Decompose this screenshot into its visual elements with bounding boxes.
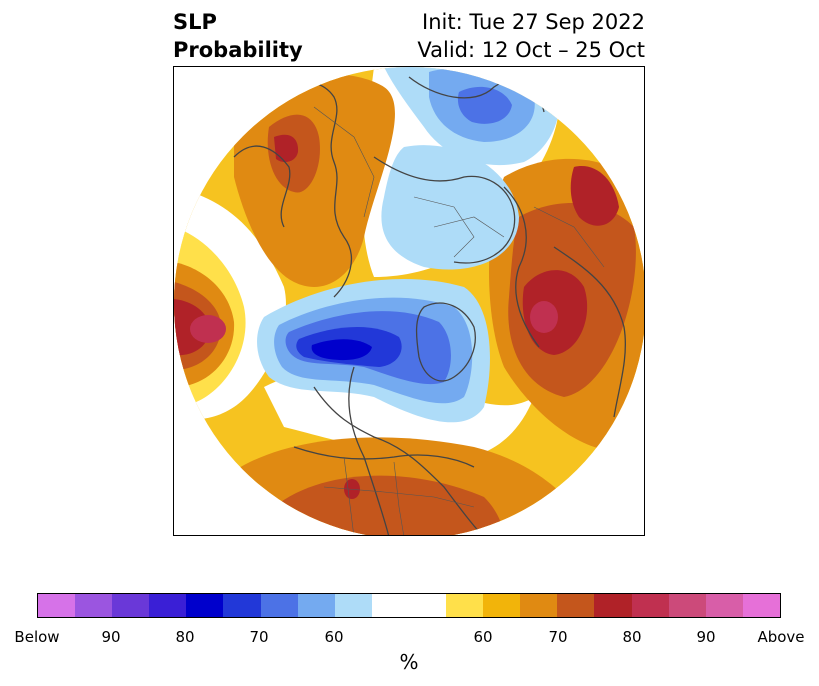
init-date: Init: Tue 27 Sep 2022 [422, 10, 645, 34]
colorbar-segment [446, 594, 484, 617]
colorbar-unit-label: % [399, 650, 419, 674]
colorbar-segment [520, 594, 558, 617]
border-line [393, 461, 405, 535]
coastline [313, 386, 485, 535]
colorbar [37, 593, 781, 618]
coastline [283, 81, 353, 298]
colorbar-tick-label: 80 [175, 628, 195, 646]
coastline [348, 366, 390, 535]
colorbar-tick-label: 60 [324, 628, 344, 646]
colorbar-segment [371, 594, 447, 617]
colorbar-segment [483, 594, 521, 617]
cold-anomaly-pacific [311, 339, 372, 361]
colorbar-segment [334, 594, 372, 617]
colorbar-segment [594, 594, 632, 617]
border-line [323, 486, 475, 508]
colorbar-segment [297, 594, 335, 617]
border-line [413, 196, 475, 258]
coastline [373, 156, 516, 264]
colorbar-tick-label: 70 [548, 628, 568, 646]
probability-map-svg [174, 67, 644, 535]
title-variable: SLP [173, 10, 217, 34]
colorbar-segment [38, 594, 76, 617]
coastline [415, 302, 476, 382]
colorbar-segment [260, 594, 298, 617]
colorbar-segment [149, 594, 187, 617]
polar-map [173, 66, 645, 536]
colorbar-segment [631, 594, 669, 617]
title-product: Probability [173, 38, 303, 62]
colorbar-segment [705, 594, 743, 617]
border-line [313, 106, 375, 218]
colorbar-segment [557, 594, 595, 617]
colorbar-tick-label: Below [14, 628, 60, 646]
chart-title: SLP Probability [173, 8, 303, 64]
border-line [343, 456, 355, 535]
colorbar-segment [742, 594, 780, 617]
coastline [503, 186, 540, 348]
forecast-dates: Init: Tue 27 Sep 2022 Valid: 12 Oct – 25… [417, 8, 645, 64]
cold-anomaly-north [457, 86, 512, 124]
coastline [553, 246, 627, 418]
colorbar-tick-label: Above [757, 628, 805, 646]
colorbar-segment [223, 594, 261, 617]
colorbar-tick-label: 60 [473, 628, 493, 646]
valid-period: Valid: 12 Oct – 25 Oct [417, 38, 645, 62]
colorbar-segment [75, 594, 113, 617]
warm-anomaly-east [570, 166, 619, 226]
colorbar-tick-label: 90 [696, 628, 716, 646]
colorbar-tick-label: 90 [101, 628, 121, 646]
colorbar-tick-label: 70 [249, 628, 269, 646]
cold-anomaly-central [381, 145, 519, 270]
coastline [233, 145, 291, 228]
colorbar-segment [112, 594, 150, 617]
colorbar-tick-label: 80 [622, 628, 642, 646]
warm-anomaly-north [274, 134, 299, 163]
border-line [433, 216, 505, 238]
colorbar-segment [668, 594, 706, 617]
coastline [293, 446, 475, 468]
colorbar-segment [186, 594, 224, 617]
border-line [533, 206, 605, 268]
